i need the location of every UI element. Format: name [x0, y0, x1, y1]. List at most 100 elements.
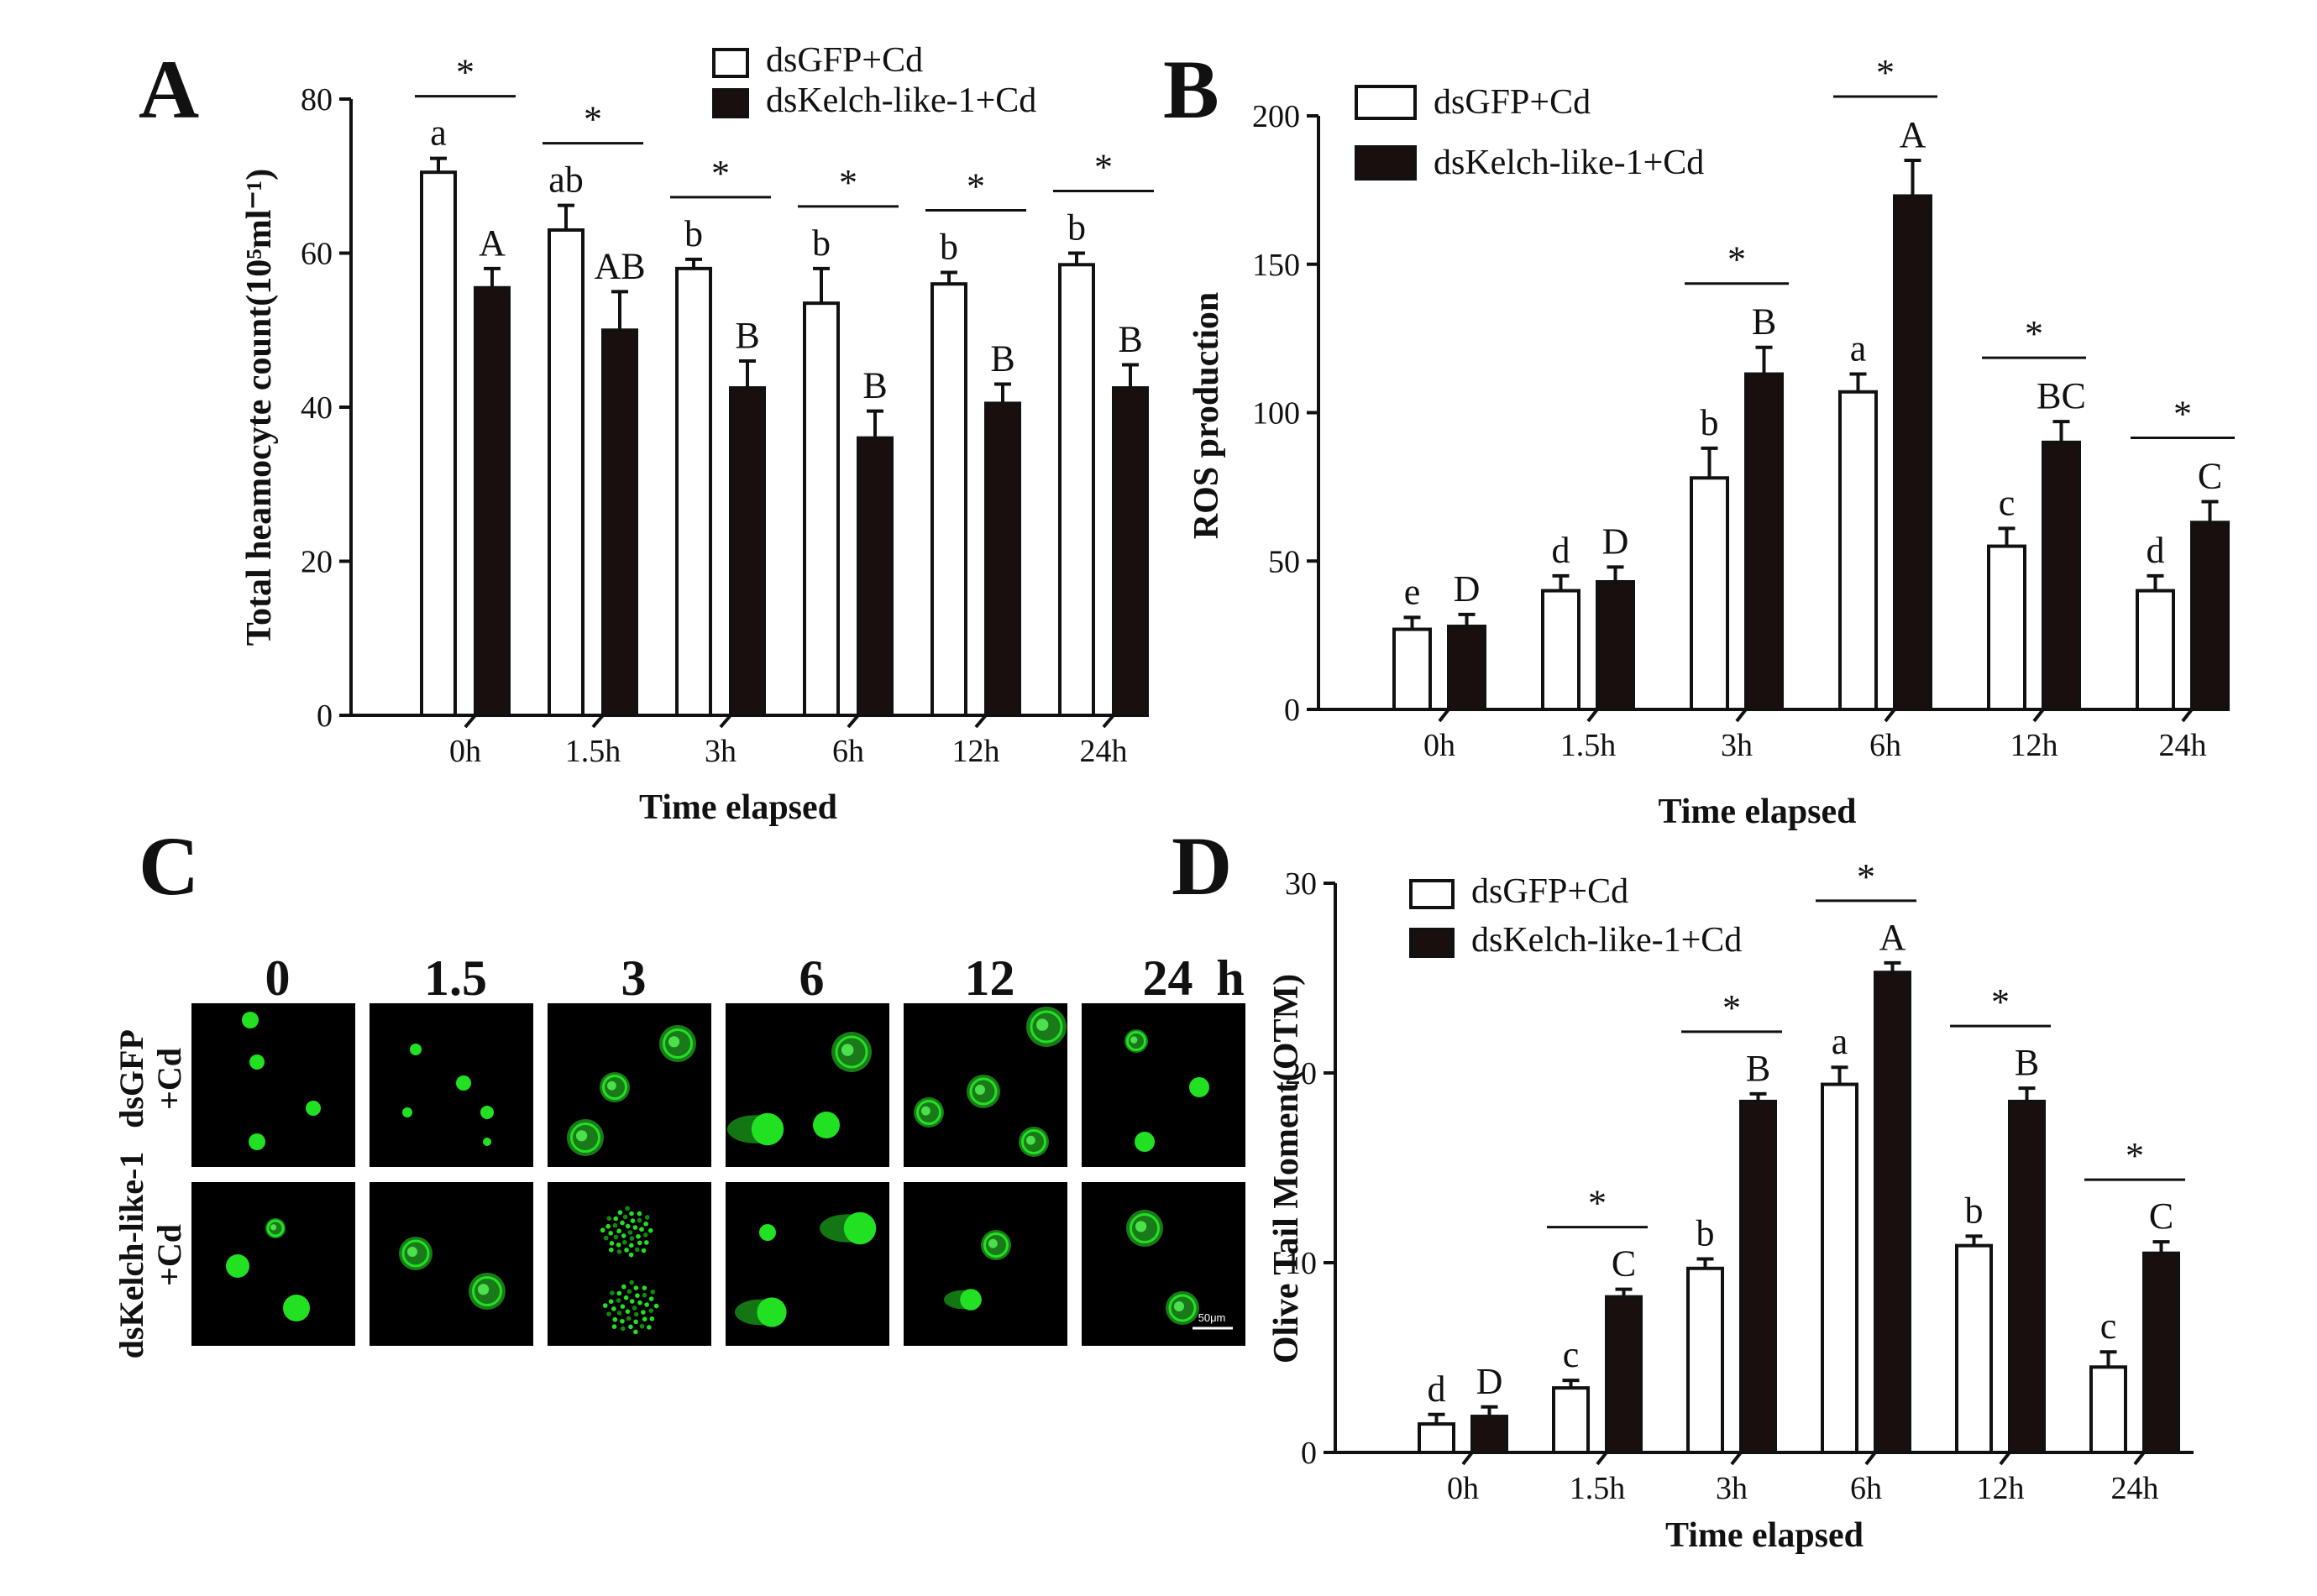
x-tick-mark [1438, 708, 1450, 723]
x-tick-mark [1102, 714, 1115, 729]
time-label: 1.5 [424, 950, 487, 1006]
legend-label-gfp: dsGFP+Cd [1471, 872, 1628, 911]
x-tick-label: 0h [449, 734, 481, 769]
bar-gfp [930, 282, 967, 717]
group-letter-label: b [812, 222, 831, 264]
cell-speckle [622, 1214, 628, 1220]
cell-speckle [621, 1233, 626, 1238]
micrograph-tile [904, 1182, 1067, 1346]
x-tick-mark [847, 714, 860, 729]
cell-comet-head [960, 1289, 982, 1311]
time-label: 12 [965, 950, 1015, 1006]
x-tick-mark [1461, 1451, 1474, 1466]
cell-ring [969, 1077, 998, 1106]
cell-speckle [629, 1299, 635, 1304]
time-labels: 0 1.5 3 6 12 24 [265, 950, 1193, 1006]
group-letter-label: e [1404, 571, 1421, 612]
bar-gfp [1987, 544, 2026, 712]
cell-speckle [647, 1325, 652, 1330]
group-letter-label: B [2015, 1042, 2039, 1083]
cell-nucleus [407, 1247, 417, 1257]
cell-speckle [637, 1240, 642, 1246]
significance-star: * [711, 153, 730, 194]
x-tick-mark [2181, 708, 2194, 723]
cell-speckle [634, 1247, 640, 1253]
cell-speckle [606, 1311, 611, 1316]
micrograph-panel: 0 1.5 3 6 12 24 h dsGFP +Cd dsKelch-like-1 +C… [113, 950, 1245, 1358]
cell-speckle [649, 1316, 655, 1321]
cell-ring [663, 1028, 693, 1059]
cell [1189, 1077, 1209, 1097]
cell-speckle [644, 1240, 649, 1245]
cell-speckle [605, 1223, 611, 1229]
cell-speckle [627, 1230, 633, 1235]
group-letter-label: A [1879, 917, 1906, 958]
cell-speckle [632, 1225, 638, 1230]
group-letter-label: D [1454, 568, 1481, 610]
micrograph-background [370, 1003, 533, 1167]
cell-speckle [629, 1236, 635, 1241]
cell-speckle [636, 1233, 641, 1239]
cell-speckle [623, 1295, 629, 1300]
x-tick-mark [1596, 1451, 1608, 1466]
bar-gfp [548, 228, 584, 718]
micrograph-tile [726, 1182, 889, 1346]
legend-label-kelch: dsKelch-like-1+Cd [1471, 921, 1742, 960]
micrograph-tile [548, 1003, 711, 1167]
bar-gfp [1541, 589, 1580, 711]
y-axis-title: Total heamocyte count(10⁵ml⁻¹) [240, 169, 279, 646]
bar-gfp [2089, 1365, 2127, 1455]
group-letter-label: a [1850, 328, 1867, 369]
micrograph-tile [1082, 1182, 1245, 1346]
y-tick-label: 20 [301, 545, 333, 580]
cell-nucleus [478, 1284, 490, 1295]
y-tick-label: 30 [1285, 866, 1317, 902]
group-letter-label: a [1832, 1021, 1848, 1062]
legend-swatch-kelch [712, 88, 749, 118]
x-tick-label: 12h [1977, 1471, 2025, 1506]
significance-star: * [1588, 1183, 1607, 1224]
x-tick-mark [1884, 708, 1896, 723]
cell-speckle [625, 1309, 631, 1314]
bar-gfp [1838, 390, 1878, 711]
cell-speckle [644, 1215, 650, 1220]
cell-speckle [633, 1329, 638, 1335]
micrograph-background [1082, 1182, 1245, 1346]
cell-speckle [628, 1324, 633, 1330]
group-letter-label: b [1965, 1190, 1984, 1231]
bar-gfp [675, 266, 712, 718]
significance-star: * [1991, 981, 2010, 1023]
cell-speckle [644, 1302, 649, 1307]
micrograph-tile [904, 1003, 1067, 1167]
cell [759, 1224, 776, 1241]
micrograph-grid [191, 1003, 1245, 1346]
cell-speckle [629, 1243, 634, 1248]
significance-star: * [2025, 313, 2043, 354]
bar-gfp [1821, 1082, 1858, 1455]
group-letter-label: a [430, 113, 447, 154]
cell [306, 1101, 321, 1116]
cell-speckle [602, 1303, 608, 1308]
y-tick-label: 40 [301, 390, 333, 426]
bar-kelch [2190, 521, 2230, 711]
cell-speckle [626, 1316, 632, 1321]
cell-speckle [606, 1216, 612, 1221]
micrograph-tile [548, 1182, 711, 1346]
legend-swatch-kelch [1409, 928, 1455, 958]
x-tick-label: 6h [832, 734, 864, 769]
cell-speckle [642, 1292, 647, 1298]
bar-kelch [729, 386, 766, 717]
bar-kelch [2042, 440, 2081, 711]
micrograph-background [548, 1182, 711, 1346]
bar-gfp [2136, 589, 2175, 711]
cell-speckle [616, 1290, 622, 1296]
bar-kelch [1605, 1295, 1643, 1455]
group-letter-label: B [1118, 319, 1142, 360]
cell-speckle [639, 1227, 644, 1232]
x-tick-mark [591, 714, 605, 729]
cell-speckle [633, 1311, 639, 1317]
x-tick-label: 6h [1850, 1471, 1882, 1506]
group-letter-label: b [940, 226, 958, 267]
cell-ring [472, 1276, 502, 1306]
